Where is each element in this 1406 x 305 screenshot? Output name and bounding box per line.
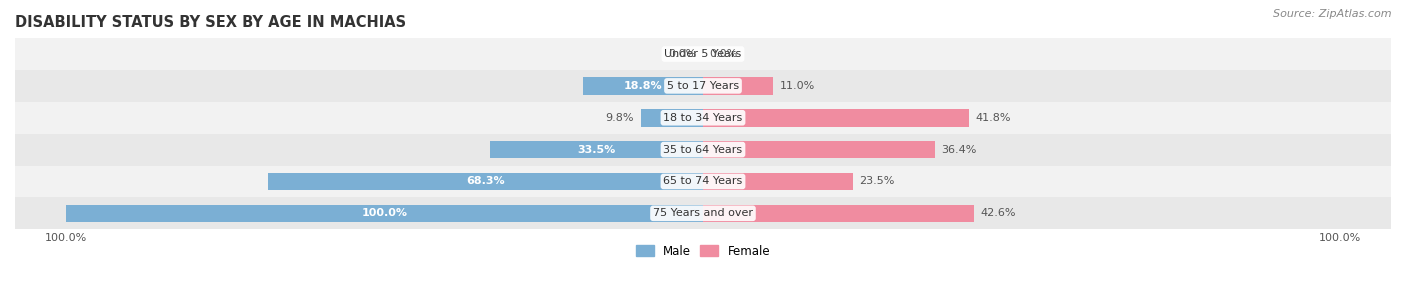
Bar bbox=[489, 141, 703, 158]
Text: 33.5%: 33.5% bbox=[578, 145, 616, 155]
Bar bbox=[703, 173, 852, 190]
Bar bbox=[0, 102, 1406, 134]
Text: 0.0%: 0.0% bbox=[710, 49, 738, 59]
Text: DISABILITY STATUS BY SEX BY AGE IN MACHIAS: DISABILITY STATUS BY SEX BY AGE IN MACHI… bbox=[15, 15, 406, 30]
Bar bbox=[0, 197, 1406, 229]
Bar bbox=[269, 173, 703, 190]
Legend: Male, Female: Male, Female bbox=[636, 245, 770, 258]
Bar bbox=[0, 38, 1406, 70]
Bar bbox=[583, 77, 703, 95]
Text: 35 to 64 Years: 35 to 64 Years bbox=[664, 145, 742, 155]
Bar bbox=[0, 166, 1406, 197]
Bar bbox=[0, 70, 1406, 102]
Text: 65 to 74 Years: 65 to 74 Years bbox=[664, 177, 742, 186]
Text: Under 5 Years: Under 5 Years bbox=[665, 49, 741, 59]
Text: 36.4%: 36.4% bbox=[941, 145, 977, 155]
Text: 41.8%: 41.8% bbox=[976, 113, 1011, 123]
Text: 42.6%: 42.6% bbox=[981, 208, 1017, 218]
Bar bbox=[703, 109, 969, 127]
Text: 5 to 17 Years: 5 to 17 Years bbox=[666, 81, 740, 91]
Bar bbox=[0, 134, 1406, 166]
Bar bbox=[703, 205, 974, 222]
Text: 11.0%: 11.0% bbox=[779, 81, 814, 91]
Bar bbox=[66, 205, 703, 222]
Text: 18.8%: 18.8% bbox=[624, 81, 662, 91]
Bar bbox=[703, 77, 773, 95]
Text: 9.8%: 9.8% bbox=[606, 113, 634, 123]
Bar bbox=[641, 109, 703, 127]
Text: 100.0%: 100.0% bbox=[361, 208, 408, 218]
Text: 75 Years and over: 75 Years and over bbox=[652, 208, 754, 218]
Text: 23.5%: 23.5% bbox=[859, 177, 894, 186]
Text: 18 to 34 Years: 18 to 34 Years bbox=[664, 113, 742, 123]
Text: 68.3%: 68.3% bbox=[467, 177, 505, 186]
Text: Source: ZipAtlas.com: Source: ZipAtlas.com bbox=[1274, 9, 1392, 19]
Bar bbox=[703, 141, 935, 158]
Text: 0.0%: 0.0% bbox=[668, 49, 696, 59]
